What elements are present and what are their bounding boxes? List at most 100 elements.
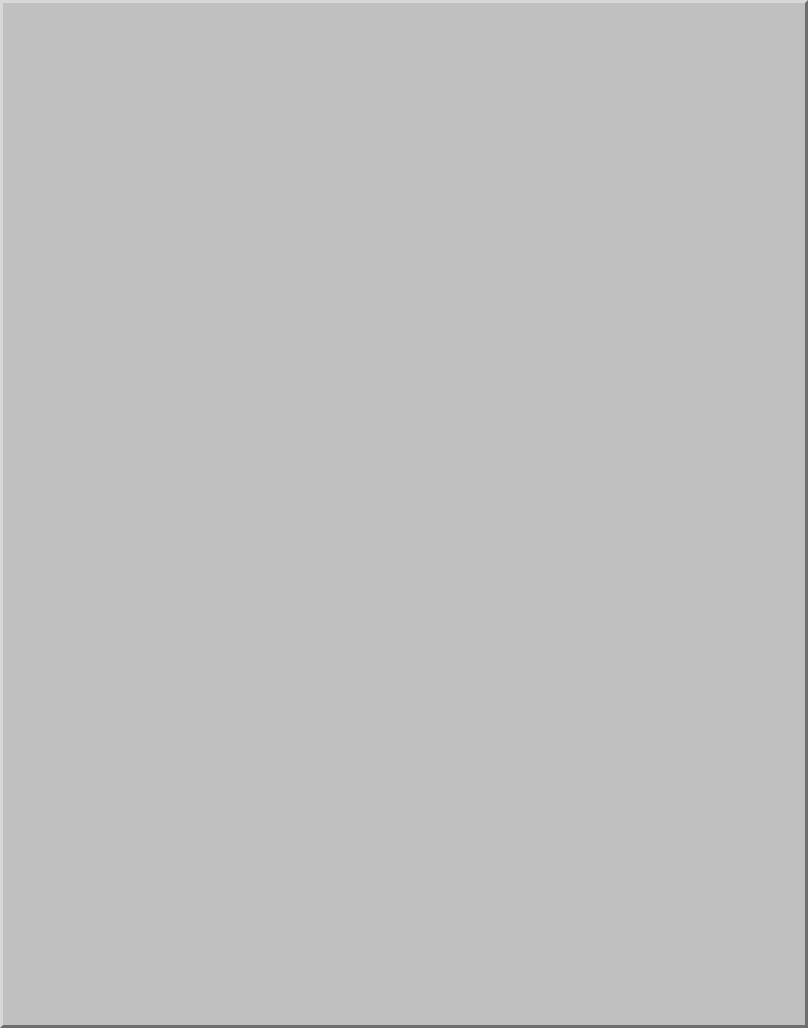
data-point-marker bbox=[147, 385, 159, 397]
spin-up-icon bbox=[513, 120, 523, 126]
data-point-marker bbox=[397, 600, 409, 612]
offset-spinner[interactable] bbox=[510, 117, 526, 141]
proceed-label: roceed to Modules Calibration bbox=[44, 980, 211, 995]
data-point-marker bbox=[123, 364, 135, 376]
center-result: 640.000000 +- 0.000000 bbox=[591, 63, 729, 77]
data-point-marker bbox=[459, 653, 471, 665]
param-row-conversion: Conversion: 6.56534e-05 6.565171 +- 0.00… bbox=[20, 86, 786, 113]
data-point-marker bbox=[384, 589, 396, 601]
data-point-marker bbox=[297, 514, 309, 526]
previous-module-button[interactable]: << Previous Module bbox=[60, 162, 290, 186]
plot-title: Module 1 bbox=[120, 295, 228, 323]
data-point-marker bbox=[172, 407, 184, 419]
data-point-marker bbox=[559, 739, 571, 751]
data-point-marker bbox=[234, 460, 246, 472]
spin-up-icon bbox=[513, 91, 523, 97]
x-tick-label: 400 bbox=[262, 880, 300, 906]
x-tick-label: 0 bbox=[94, 880, 107, 906]
conversion-spinner-up[interactable] bbox=[510, 88, 526, 100]
title-bar bbox=[3, 2, 805, 23]
offset-checkbox[interactable] bbox=[43, 121, 56, 134]
current-module-label: Module 1 bbox=[378, 167, 431, 181]
maximize-button[interactable] bbox=[767, 5, 783, 21]
proceed-mnemonic: P bbox=[36, 980, 45, 995]
next-module-label: ext Module >> bbox=[599, 167, 679, 181]
offset-input[interactable]: 5.0018 bbox=[284, 118, 508, 140]
y-tick-label: 8 bbox=[77, 427, 90, 453]
x-logo-icon bbox=[6, 4, 28, 23]
minimize-button[interactable] bbox=[749, 5, 765, 21]
calibration-plot: 4 5 6 7 8 9 0 200 400 600 800 1000 1200 Module 1 bbox=[77, 295, 713, 906]
data-point-marker bbox=[422, 621, 434, 633]
conversion-spinner-down[interactable] bbox=[510, 100, 526, 112]
data-point-marker bbox=[409, 610, 421, 622]
exit-label: xit bbox=[388, 980, 402, 995]
data-point-marker bbox=[309, 525, 321, 537]
y-tick-label: 7 bbox=[77, 534, 90, 560]
center-label: Center: bbox=[62, 63, 103, 77]
data-point-marker bbox=[622, 792, 634, 804]
conversion-input[interactable]: 6.56534e-05 bbox=[284, 89, 508, 111]
data-point-marker bbox=[635, 803, 647, 815]
conversion-spinner[interactable] bbox=[510, 88, 526, 112]
y-tick-label: 4 bbox=[77, 855, 90, 881]
write-mnemonic: W bbox=[216, 980, 229, 995]
close-button[interactable] bbox=[785, 5, 801, 21]
data-point-marker bbox=[434, 632, 446, 644]
y-tick-label: 6 bbox=[77, 641, 90, 667]
data-point-marker bbox=[649, 825, 664, 840]
parameters-panel: Center: 639.5 640.000000 +- 0.000000 Con… bbox=[18, 42, 788, 219]
data-point-marker bbox=[447, 642, 459, 654]
data-point-marker bbox=[197, 428, 209, 440]
data-point-marker bbox=[322, 535, 334, 547]
conversion-result: 6.565171 +- 0.000017 E-05 bbox=[583, 92, 737, 106]
conversion-checkbox[interactable] bbox=[43, 92, 56, 105]
data-point-marker bbox=[484, 675, 496, 687]
checkmark-icon bbox=[45, 65, 54, 73]
plot-canvas[interactable]: 4 5 6 7 8 9 0 200 400 600 800 1000 1200 Module 1 bbox=[18, 231, 790, 943]
y-tick-label: 5 bbox=[77, 748, 90, 774]
param-row-offset: Offset: 5.0018 5.021622 +- 0.000007 bbox=[20, 115, 786, 142]
x-tick-label: 600 bbox=[352, 880, 390, 906]
data-point-marker bbox=[160, 396, 172, 408]
data-point-marker bbox=[534, 717, 546, 729]
data-point-marker bbox=[272, 493, 284, 505]
center-spinner-up[interactable] bbox=[510, 59, 526, 71]
data-point-marker bbox=[371, 578, 383, 590]
center-spinner-down[interactable] bbox=[510, 71, 526, 83]
data-point-marker bbox=[359, 568, 371, 580]
conversion-label: Conversion: bbox=[62, 92, 129, 106]
y-tick-label: 9 bbox=[77, 320, 90, 346]
center-input[interactable]: 639.5 bbox=[284, 60, 508, 82]
center-checkbox[interactable] bbox=[43, 63, 56, 76]
exit-mnemonic: E bbox=[380, 980, 389, 995]
param-row-center: Center: 639.5 640.000000 +- 0.000000 bbox=[20, 57, 786, 84]
data-point-marker bbox=[222, 450, 234, 462]
data-point-marker bbox=[284, 503, 296, 515]
current-module-button[interactable]: Module 1 bbox=[289, 162, 520, 186]
offset-label: Offset: bbox=[62, 121, 99, 135]
spin-down-icon bbox=[513, 132, 523, 138]
spin-down-icon bbox=[513, 74, 523, 80]
data-point-marker bbox=[522, 707, 534, 719]
data-point-marker bbox=[99, 343, 111, 355]
offset-spinner-up[interactable] bbox=[510, 117, 526, 129]
spin-down-icon bbox=[513, 103, 523, 109]
data-point-marker bbox=[497, 685, 509, 697]
data-point-marker bbox=[547, 728, 559, 740]
x-tick-label: 800 bbox=[443, 880, 481, 906]
data-point-marker bbox=[209, 439, 221, 451]
offset-spinner-down[interactable] bbox=[510, 129, 526, 141]
x-tick-label: 1000 bbox=[527, 880, 578, 906]
center-spinner[interactable] bbox=[510, 59, 526, 83]
data-point-marker bbox=[135, 375, 147, 387]
data-point-marker bbox=[585, 760, 597, 772]
x-tick-label: 200 bbox=[171, 880, 209, 906]
x-tick-label: 1200 bbox=[618, 880, 669, 906]
data-point-marker bbox=[334, 546, 346, 558]
